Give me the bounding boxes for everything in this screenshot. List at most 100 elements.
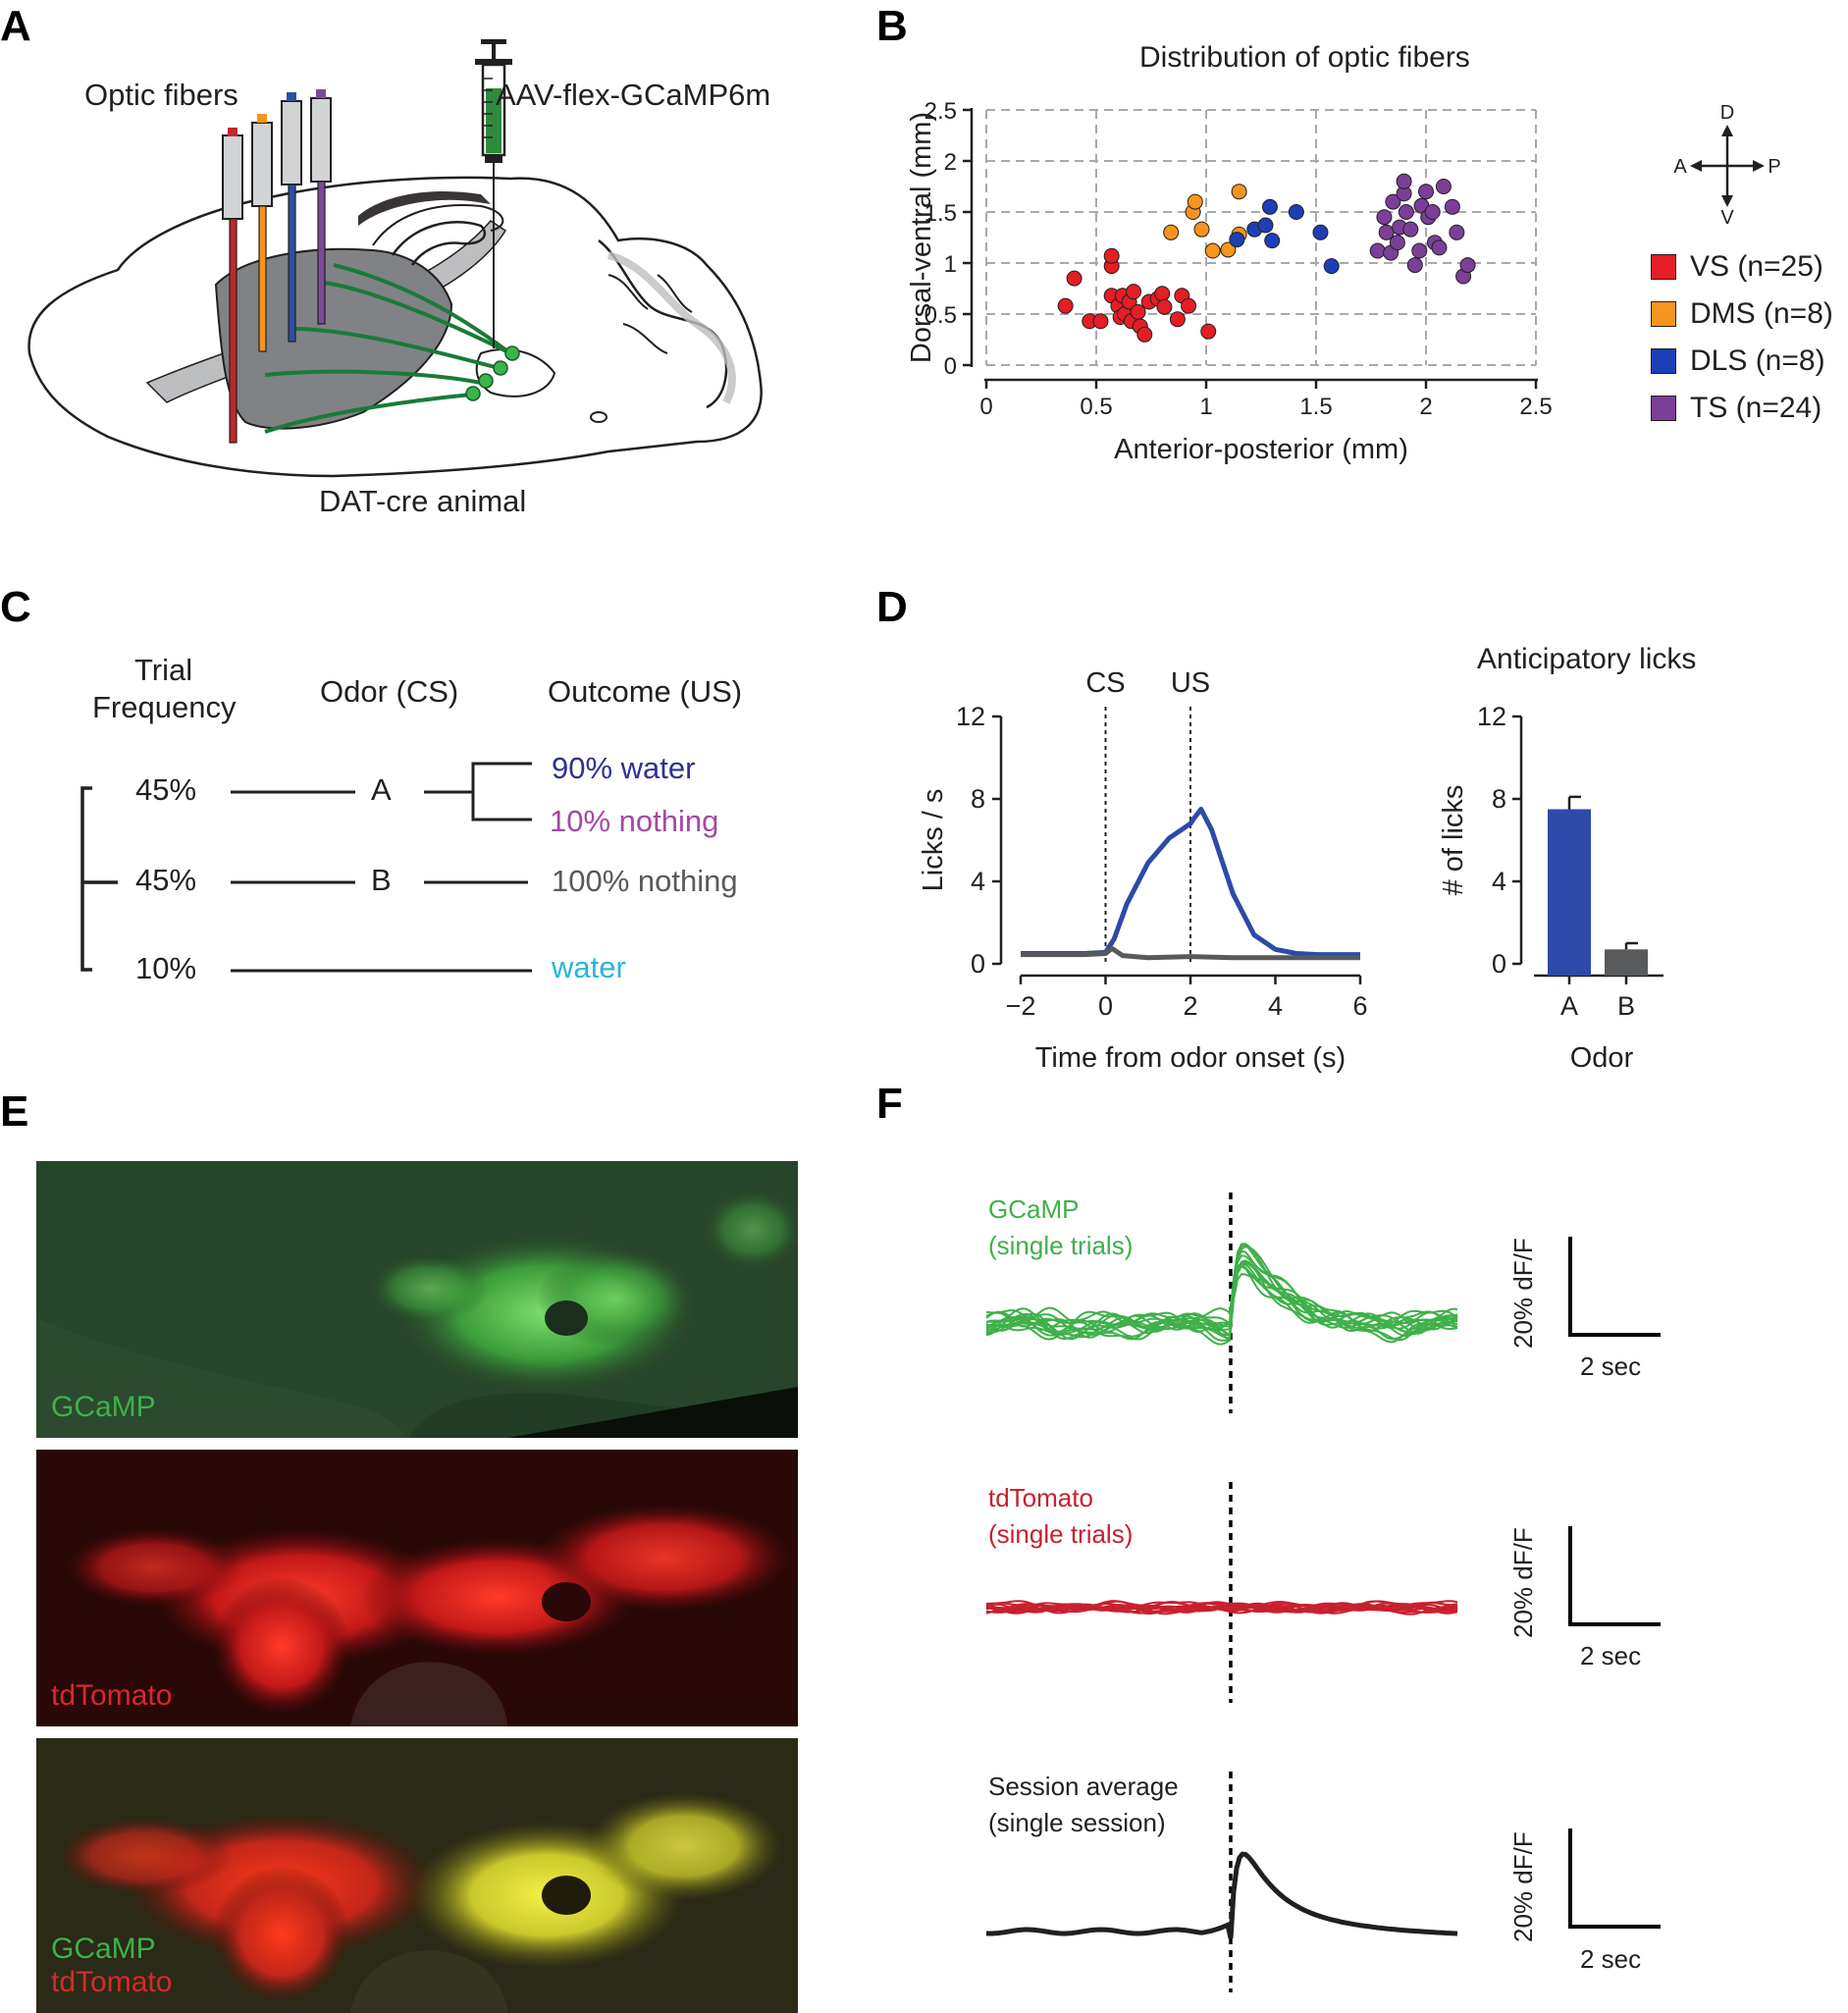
header-trial: Trial (134, 653, 193, 687)
header-odor: Odor (CS) (320, 674, 459, 709)
point-dms-2 (1187, 193, 1203, 210)
d1-x-tick-label-2: 2 (1183, 991, 1197, 1021)
point-dms-7 (1231, 184, 1247, 200)
gcamp-image-art (36, 1161, 798, 1438)
trial-structure-lines (80, 762, 532, 973)
x-axis-title: Anterior-posterior (mm) (1114, 434, 1408, 465)
animal-label: DAT-cre animal (319, 484, 527, 518)
legend-label-ts: TS (n=24) (1690, 392, 1822, 424)
cerebellum-folds (607, 274, 693, 354)
panel-letter-c: C (0, 583, 31, 631)
scalebar-gcamp-y-label: 20% dF/F (1508, 1238, 1538, 1349)
point-ts-14 (1418, 184, 1434, 200)
gcamp-trial-4 (985, 1262, 1458, 1332)
point-ts-11 (1406, 257, 1423, 274)
d2-y-tick-label-3: 12 (1477, 702, 1506, 731)
d1-y-tick-label-2: 8 (971, 784, 985, 814)
point-vs-21 (1169, 311, 1186, 328)
scalebar-gcamp (1568, 1237, 1661, 1337)
striatum-region (214, 247, 453, 430)
header-outcome: Outcome (US) (548, 674, 743, 709)
point-ts-16 (1424, 204, 1441, 220)
gcamp-trial-6 (985, 1273, 1458, 1341)
legend-item-vs: VS (n=25) (1651, 243, 1842, 291)
cerebellum-shading (607, 251, 736, 404)
point-vs-19 (1154, 286, 1171, 302)
point-dls-3 (1261, 198, 1278, 215)
odor-row-b: B (371, 863, 392, 897)
scalebar-average-y-label: 20% dF/F (1508, 1831, 1538, 1942)
bar-odor-a (1548, 809, 1591, 976)
legend-swatch-dms (1651, 301, 1676, 327)
point-ts-0 (1369, 242, 1386, 259)
optic-fibers-label: Optic fibers (84, 78, 238, 112)
tdtomato-trial-10 (985, 1601, 1458, 1612)
corpus-callosum (358, 190, 491, 226)
tdtomato-image-label: tdTomato (51, 1679, 173, 1712)
gcamp-trial-11 (985, 1254, 1458, 1332)
point-vs-23 (1181, 297, 1197, 314)
gcamp-trial-13 (985, 1259, 1458, 1342)
x-tick-label-4: 2 (1419, 394, 1432, 420)
orientation-compass: D V A P (1673, 103, 1780, 226)
point-vs-16 (1136, 326, 1153, 343)
point-ts-4 (1385, 193, 1401, 210)
legend-label-vs: VS (n=25) (1690, 250, 1823, 283)
fiber-chart-title: Distribution of optic fibers (1139, 41, 1470, 74)
tdtomato-trial-12 (985, 1604, 1458, 1615)
scalebar-tdtomato-y-label: 20% dF/F (1508, 1527, 1538, 1638)
bar-odor-b (1605, 949, 1648, 976)
legend-label-dms: DMS (n=8) (1690, 297, 1833, 330)
tdtomato-trial-13 (985, 1600, 1458, 1612)
outcome-10-nothing: 10% nothing (550, 804, 719, 838)
scalebar-average (1568, 1828, 1661, 1929)
hippocampus-swirl (391, 221, 487, 266)
point-dls-0 (1229, 232, 1245, 248)
fiber-distribution-chart: 0 0.5 1 1.5 2 2.5 0 0.5 1 1.5 2 2.5 Anterior-posteri… (906, 98, 1553, 465)
point-dls-4 (1264, 233, 1281, 249)
tdtomato-image: tdTomato (36, 1450, 798, 1726)
optic-fiber-2 (251, 114, 273, 352)
f-tdtomato-label-line1: tdTomato (988, 1483, 1093, 1512)
compass-ventral: V (1720, 207, 1734, 226)
trial-bracket (80, 786, 92, 972)
y-tick-label-4: 2 (944, 149, 957, 176)
y-tick-label-2: 1 (944, 251, 957, 278)
legend-item-ts: TS (n=24) (1651, 385, 1842, 432)
freq-row-a: 45% (135, 772, 197, 807)
f-tdtomato-label-line2: (single trials) (988, 1519, 1134, 1549)
midbrain-contour (475, 348, 556, 397)
compass-dorsal: D (1720, 103, 1734, 124)
compass-arrow-down (1721, 195, 1733, 207)
y-axis-title: Dorsal-ventral (mm) (906, 112, 937, 363)
point-dls-6 (1312, 224, 1329, 240)
brain-schematic (27, 39, 763, 478)
point-vs-0 (1066, 270, 1082, 287)
x-tick-label-5: 2.5 (1519, 394, 1552, 420)
cerebellum-contour (598, 239, 728, 409)
freq-row-water: 10% (135, 951, 197, 985)
row-a-split (471, 762, 532, 821)
d2-y-tick-label-1: 4 (1492, 867, 1506, 896)
y-tick-label-3: 1.5 (924, 200, 957, 227)
legend-swatch-dls (1651, 348, 1676, 374)
point-ts-5 (1389, 235, 1405, 251)
point-ts-8 (1396, 173, 1412, 189)
point-dms-5 (1220, 241, 1237, 258)
merged-image-tdtomato-label: tdTomato (51, 1966, 173, 1998)
legend-label-dls: DLS (n=8) (1690, 344, 1825, 377)
point-dls-7 (1323, 258, 1340, 275)
point-dms-3 (1193, 221, 1210, 238)
d1-y-tick-label-3: 12 (956, 702, 985, 731)
lick-line-odor-b (1021, 945, 1360, 961)
d2-x-tick-label-b: B (1617, 991, 1635, 1021)
d2-y-tick-label-0: 0 (1492, 949, 1506, 979)
optic-fiber-4 (310, 89, 332, 325)
compass-arrow-up (1721, 125, 1733, 136)
tdtomato-image-art (36, 1450, 798, 1726)
d1-x-tick-label-1: 0 (1098, 991, 1113, 1021)
d1-x-tick-label-4: 6 (1352, 991, 1367, 1021)
point-vs-24 (1200, 323, 1217, 340)
legend-item-dls: DLS (n=8) (1651, 338, 1842, 385)
d1-x-axis-title: Time from odor onset (s) (1035, 1042, 1346, 1074)
